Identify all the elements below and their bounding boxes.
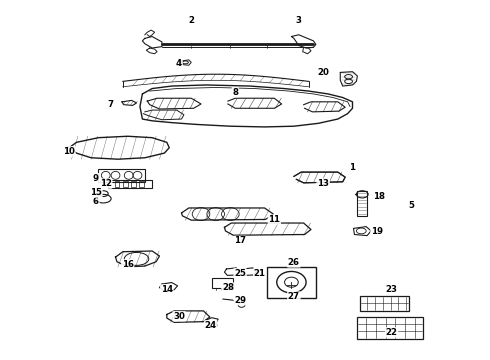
Bar bbox=[212, 278, 233, 288]
Text: 8: 8 bbox=[232, 87, 238, 96]
Bar bbox=[140, 181, 145, 187]
Text: 29: 29 bbox=[234, 296, 246, 305]
Bar bbox=[131, 181, 136, 187]
Text: 1: 1 bbox=[349, 163, 355, 172]
Text: 23: 23 bbox=[386, 285, 397, 294]
Bar bbox=[360, 296, 409, 311]
Text: 24: 24 bbox=[205, 321, 217, 330]
Text: 28: 28 bbox=[222, 283, 234, 292]
Bar bbox=[108, 180, 152, 188]
Text: 19: 19 bbox=[371, 228, 383, 237]
Text: 14: 14 bbox=[161, 285, 173, 294]
Text: 2: 2 bbox=[188, 16, 194, 25]
Text: 6: 6 bbox=[93, 197, 99, 206]
Bar bbox=[123, 181, 128, 187]
Text: 13: 13 bbox=[317, 179, 329, 188]
Bar bbox=[115, 181, 120, 187]
Text: 7: 7 bbox=[108, 100, 114, 109]
Text: 5: 5 bbox=[408, 201, 414, 210]
Bar bbox=[267, 267, 316, 298]
Text: 26: 26 bbox=[288, 258, 300, 267]
Bar bbox=[357, 317, 423, 338]
Text: 30: 30 bbox=[173, 312, 185, 321]
Text: 18: 18 bbox=[373, 192, 385, 201]
Text: 21: 21 bbox=[254, 269, 266, 278]
Text: 4: 4 bbox=[176, 59, 182, 68]
Text: 17: 17 bbox=[234, 237, 246, 246]
Text: 27: 27 bbox=[288, 292, 300, 301]
Text: 15: 15 bbox=[90, 188, 102, 197]
Text: 25: 25 bbox=[234, 269, 246, 278]
Bar bbox=[357, 191, 367, 216]
Text: 9: 9 bbox=[93, 174, 99, 183]
Text: 11: 11 bbox=[269, 215, 280, 224]
Text: 12: 12 bbox=[100, 179, 112, 188]
Bar bbox=[98, 169, 145, 182]
Text: 16: 16 bbox=[122, 260, 134, 269]
Text: 22: 22 bbox=[386, 328, 397, 337]
Text: 20: 20 bbox=[317, 68, 329, 77]
Text: 10: 10 bbox=[63, 147, 75, 156]
Text: 3: 3 bbox=[296, 16, 302, 25]
